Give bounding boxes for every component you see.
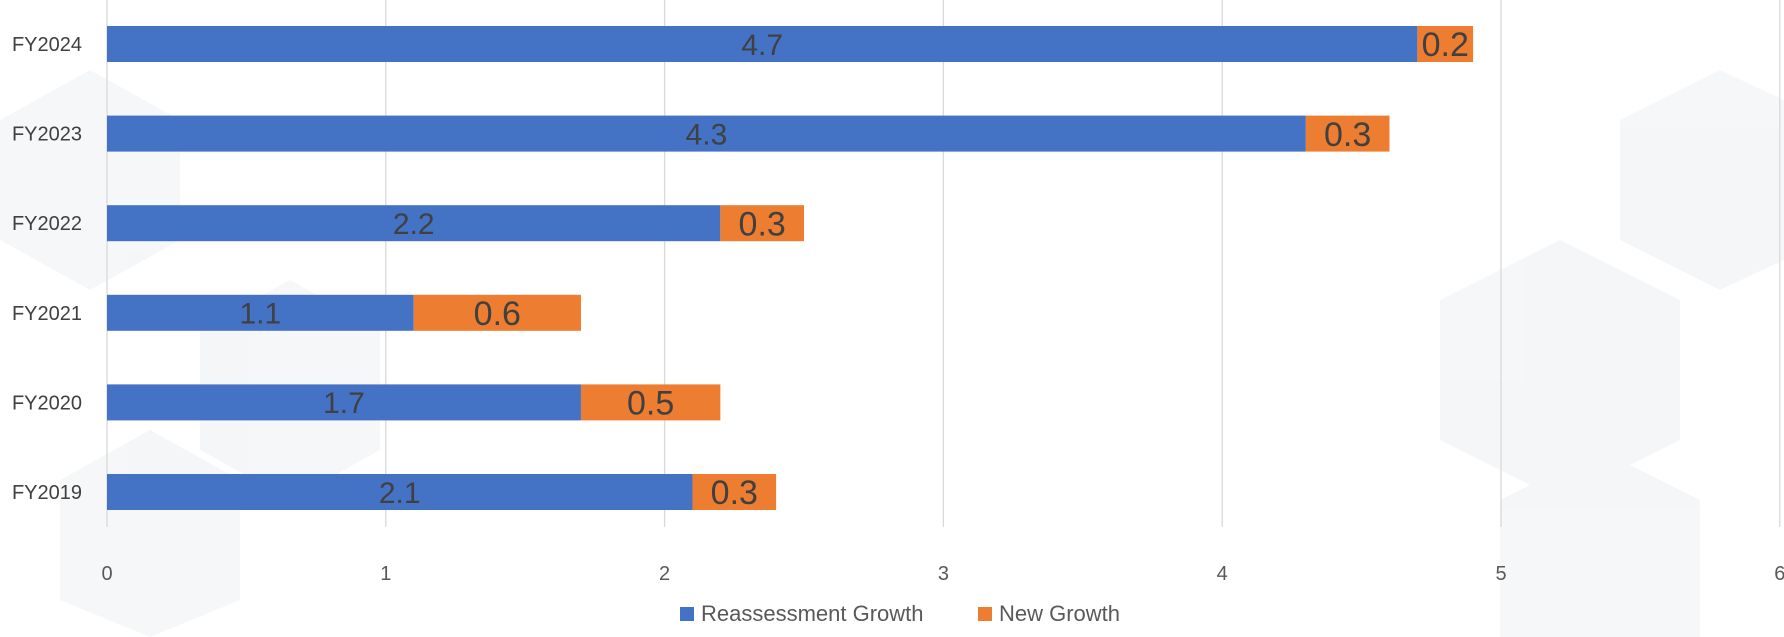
bar-new-growth (1417, 26, 1474, 62)
x-tick-label: 0 (101, 563, 112, 585)
bar-reassessment-growth (107, 384, 581, 421)
bar-new-growth (1305, 115, 1390, 152)
category-label: FY2021 (12, 303, 82, 325)
data-label: 0.2 (1422, 26, 1469, 64)
legend-swatch (680, 607, 694, 621)
data-label: 1.1 (239, 298, 281, 331)
legend-label: New Growth (999, 601, 1120, 626)
data-label: 0.5 (627, 385, 674, 423)
bar-reassessment-growth (107, 294, 414, 331)
bar-reassessment-growth (107, 115, 1306, 152)
x-tick-label: 4 (1217, 563, 1228, 585)
category-label: FY2020 (12, 392, 82, 414)
category-label: FY2022 (12, 213, 82, 235)
x-tick-label: 1 (380, 563, 391, 585)
bar-reassessment-growth (107, 474, 693, 510)
data-label: 0.3 (711, 474, 758, 512)
category-label: FY2023 (12, 124, 82, 146)
legend-label: Reassessment Growth (701, 601, 924, 626)
data-label: 1.7 (323, 387, 365, 420)
x-tick-label: 3 (938, 563, 949, 585)
x-tick-label: 2 (659, 563, 670, 585)
bar-new-growth (692, 474, 777, 510)
bar-new-growth (413, 294, 581, 331)
legend-swatch (978, 607, 992, 621)
data-label: 0.6 (474, 295, 521, 333)
data-label: 4.3 (686, 118, 728, 151)
bar-new-growth (580, 384, 721, 421)
x-tick-label: 5 (1495, 563, 1506, 585)
bar-new-growth (720, 205, 804, 242)
data-label: 0.3 (739, 205, 786, 243)
bar-reassessment-growth (107, 205, 721, 242)
category-label: FY2019 (12, 482, 82, 504)
data-label: 2.1 (379, 477, 421, 510)
category-label: FY2024 (12, 34, 82, 56)
bar-reassessment-growth (107, 26, 1418, 62)
data-label: 4.7 (741, 29, 783, 62)
data-label: 0.3 (1324, 116, 1371, 154)
x-tick-label: 6 (1774, 563, 1784, 585)
data-label: 2.2 (393, 208, 435, 241)
